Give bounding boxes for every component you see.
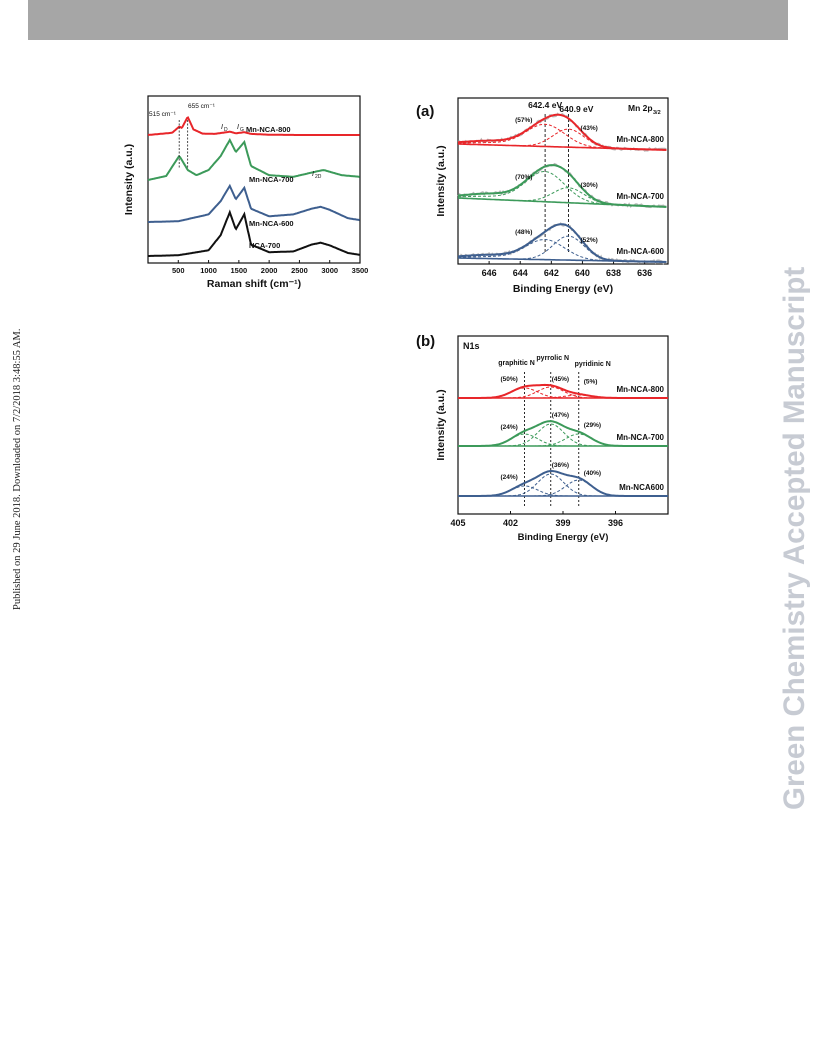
- mn2p-right-percent: (52%): [580, 237, 597, 244]
- n1s-corner-label: N1s: [463, 341, 480, 351]
- mn2p-right-percent: (30%): [580, 182, 597, 189]
- raman-annotation-id-sub: D: [224, 127, 228, 133]
- n1s-envelope: [458, 420, 668, 447]
- mn2p-left-percent: (57%): [515, 117, 532, 124]
- mn2p-envelope: [457, 223, 667, 263]
- journal-label: Green Chemistry Accepted Manuscript: [778, 266, 811, 810]
- raman-x-tick-label: 2500: [291, 266, 308, 275]
- raman-series-line: [148, 209, 360, 257]
- mn2p-left-percent: (48%): [515, 229, 532, 236]
- raman-annotation-i2d-sub: 2D: [315, 174, 322, 180]
- n1s-x-tick-label: 399: [555, 518, 570, 528]
- mn2p-envelope: [457, 113, 667, 151]
- mn2p-peak-label: 640.9 eV: [559, 104, 593, 114]
- n1s-spectrum-label: Mn-NCA-800: [616, 385, 664, 394]
- n1s-panel-label: (b): [416, 333, 435, 350]
- n1s-spectrum-label: Mn-NCA600: [619, 483, 664, 492]
- mn2p-y-axis-label: Intensity (a.u.): [435, 145, 447, 216]
- n1s-envelope: [458, 470, 668, 497]
- mn2p-x-tick-label: 646: [482, 268, 497, 278]
- n1s-percent: (36%): [552, 462, 569, 469]
- raman-annotation-515: 515 cm⁻¹: [149, 111, 177, 118]
- mn2p-x-tick-label: 644: [513, 268, 528, 278]
- mn2p-raw-data: [458, 222, 667, 265]
- n1s-peak-name: pyrrolic N: [536, 355, 569, 362]
- mn2p-corner-label: Mn 2p: [628, 103, 653, 113]
- raman-series-label: Mn-NCA-700: [249, 175, 294, 184]
- n1s-envelope: [458, 383, 668, 399]
- raman-series-line: [147, 137, 360, 181]
- n1s-chart: (b) 405 402 399 396 Binding Energy (eV) Intens…: [416, 333, 669, 543]
- raman-series-label: Mn-NCA-600: [249, 219, 294, 228]
- raman-x-tick-label: 500: [172, 266, 185, 275]
- n1s-percent: (5%): [584, 379, 598, 386]
- raman-x-tick-label: 3000: [321, 266, 338, 275]
- mn2p-spectrum-label: Mn-NCA-600: [616, 247, 664, 256]
- mn2p-component-2: [458, 235, 667, 263]
- raman-annotation-ig: I: [237, 124, 239, 131]
- n1s-percent: (24%): [501, 474, 518, 481]
- raman-y-axis-label: Intensity (a.u.): [123, 144, 135, 215]
- mn2p-component-2: [457, 187, 667, 208]
- n1s-percent: (24%): [501, 424, 518, 431]
- published-note-text: Published on 29 June 2018. Downloaded on…: [12, 328, 23, 610]
- mn2p-x-tick-label: 640: [575, 268, 590, 278]
- n1s-spectrum-label: Mn-NCA-700: [616, 433, 664, 442]
- n1s-x-tick-label: 396: [608, 518, 623, 528]
- n1s-x-tick-label: 405: [450, 518, 465, 528]
- raman-annotation-655: 655 cm⁻¹: [188, 103, 216, 110]
- raman-annotation-i2d: I: [312, 171, 314, 178]
- raman-x-axis-label: Raman shift (cm⁻¹): [207, 278, 301, 290]
- n1s-percent: (40%): [584, 470, 601, 477]
- raman-x-tick-label: 1000: [200, 266, 217, 275]
- mn2p-corner-sub: 3/2: [653, 110, 661, 116]
- mn2p-peak-label: 642.4 eV: [528, 100, 562, 110]
- mn2p-spectrum-label: Mn-NCA-800: [616, 135, 664, 144]
- mn2p-x-tick-label: 636: [637, 268, 652, 278]
- mn2p-envelope: [457, 164, 667, 208]
- journal-watermark: Green Chemistry Accepted Manuscript: [776, 245, 816, 815]
- mn2p-component-1: [458, 123, 667, 151]
- mn2p-component-1: [457, 171, 667, 208]
- mn2p-x-axis-label: Binding Energy (eV): [513, 283, 613, 295]
- n1s-percent: (29%): [584, 422, 601, 429]
- n1s-percent: (47%): [552, 412, 569, 419]
- mn2p-left-percent: (70%): [515, 174, 532, 181]
- raman-series-label: Mn-NCA-800: [246, 125, 291, 134]
- raman-annotation-ig-sub: G: [240, 127, 244, 133]
- mn2p-right-percent: (43%): [580, 125, 597, 132]
- n1s-y-axis-label: Intensity (a.u.): [435, 389, 447, 460]
- n1s-percent: (50%): [501, 376, 518, 383]
- n1s-x-tick-label: 402: [503, 518, 518, 528]
- mn2p-x-tick-label: 642: [544, 268, 559, 278]
- raman-series-line: [148, 183, 360, 223]
- mn2p-x-tick-label: 638: [606, 268, 621, 278]
- n1s-peak-name: pyridinic N: [575, 361, 611, 368]
- n1s-percent: (45%): [552, 376, 569, 383]
- raman-x-tick-label: 1500: [231, 266, 248, 275]
- raman-x-tick-label: 2000: [261, 266, 278, 275]
- raman-annotation-id: I: [221, 124, 223, 131]
- mn2p-spectrum-label: Mn-NCA-700: [616, 192, 664, 201]
- header-bar: [28, 0, 788, 40]
- mn2p-chart: (a) 646 644 642 640 638 636 Binding Energy (eV)…: [416, 97, 669, 295]
- n1s-x-axis-label: Binding Energy (eV): [518, 532, 609, 543]
- raman-chart: 500 1000 1500 2000 2500 3000 3500 Raman shift (…: [123, 95, 368, 290]
- raman-series-line: [147, 116, 360, 136]
- n1s-peak-name: graphitic N: [498, 360, 535, 367]
- raman-series-label: NCA-700: [249, 241, 280, 250]
- raman-x-tick-label: 3500: [352, 266, 368, 275]
- mn2p-panel-label: (a): [416, 103, 434, 120]
- mn2p-plot-frame: [457, 97, 669, 265]
